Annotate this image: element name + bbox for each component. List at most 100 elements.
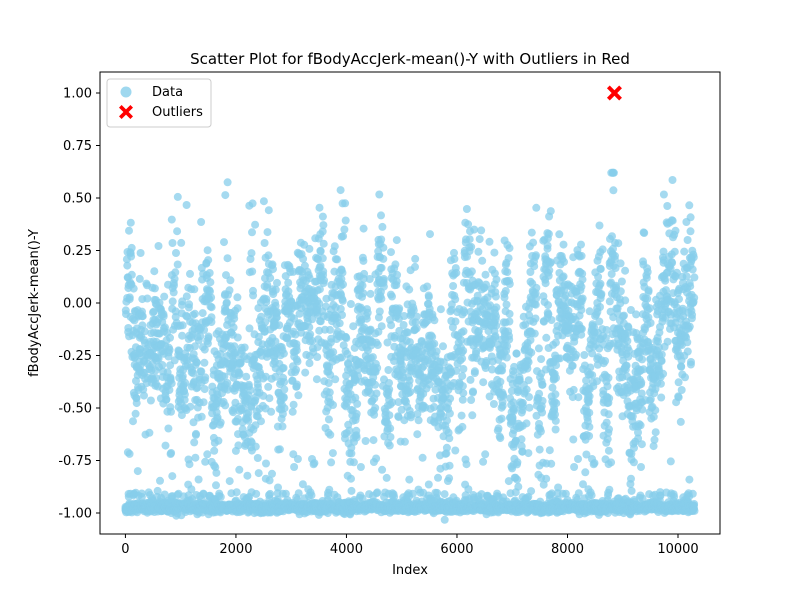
data-point [133,467,142,476]
data-point [390,492,399,501]
data-point [165,345,174,354]
data-point [140,391,148,400]
data-point [279,364,288,372]
data-point [504,254,513,263]
data-point [167,407,175,416]
data-point [551,416,560,425]
data-point [273,308,282,317]
data-point [164,424,173,433]
data-point [182,292,191,301]
data-point [229,323,238,332]
data-point [236,358,245,367]
data-point [611,251,619,260]
data-point [643,268,652,276]
data-point [467,242,476,251]
data-point [601,357,610,365]
data-point [160,490,169,499]
data-point [171,268,180,277]
data-point [620,311,628,320]
data-point [385,441,394,450]
data-point [251,220,260,229]
data-point [280,385,289,394]
data-point [451,295,460,304]
data-point [378,222,387,231]
data-point [305,359,314,368]
data-point [280,404,289,413]
data-point [458,422,467,431]
data-point [349,322,358,331]
data-point [137,492,146,501]
data-point [616,287,625,296]
data-point [542,333,551,342]
data-point [143,294,152,303]
data-point [581,468,590,477]
data-point [365,275,374,283]
data-point [570,463,579,471]
data-point [524,449,533,458]
data-point [603,382,612,391]
data-point [269,265,277,274]
data-point [609,186,618,195]
data-point [185,300,194,309]
data-point [265,394,274,403]
data-point [152,374,161,383]
data-point [204,256,213,265]
data-point [443,416,451,425]
data-point [225,286,234,295]
data-point [552,399,561,408]
data-point [158,361,167,369]
data-point [621,266,630,275]
data-point [319,221,328,230]
data-point [267,407,276,416]
data-point [440,515,449,524]
data-point [190,309,199,318]
data-point [136,249,145,257]
data-point [154,354,163,363]
data-point [212,481,220,490]
data-point [358,281,367,290]
data-point [165,386,174,394]
data-point [470,225,479,234]
data-point [502,353,511,362]
data-point [235,465,244,474]
data-point [577,324,586,333]
data-point [414,416,423,425]
data-point [362,314,371,323]
data-point [490,248,499,257]
data-point [159,312,168,321]
data-point [374,313,383,322]
data-point [201,457,210,466]
data-point [458,382,467,391]
data-point [194,475,203,484]
data-point [382,473,391,482]
data-point [260,239,269,247]
data-point [342,334,351,343]
data-point [200,385,209,394]
data-point [598,245,607,254]
data-point [387,321,396,330]
data-point [173,227,182,236]
data-point [534,344,543,353]
data-point [505,244,514,253]
data-point [233,293,242,302]
data-point [489,400,498,408]
data-point [538,396,547,405]
data-point [604,410,613,419]
data-point [190,438,199,447]
data-point [585,408,594,417]
data-point [204,332,213,341]
data-point [661,276,670,285]
data-point [525,393,533,401]
data-point [640,229,649,237]
data-point [178,321,187,330]
data-point [604,373,613,382]
data-point [220,372,229,381]
data-point [338,311,346,319]
data-point [413,430,422,439]
data-point [226,276,235,285]
data-point [609,168,618,177]
data-point [578,275,587,284]
data-point [300,261,309,270]
data-point [462,205,471,213]
data-point [125,449,134,458]
